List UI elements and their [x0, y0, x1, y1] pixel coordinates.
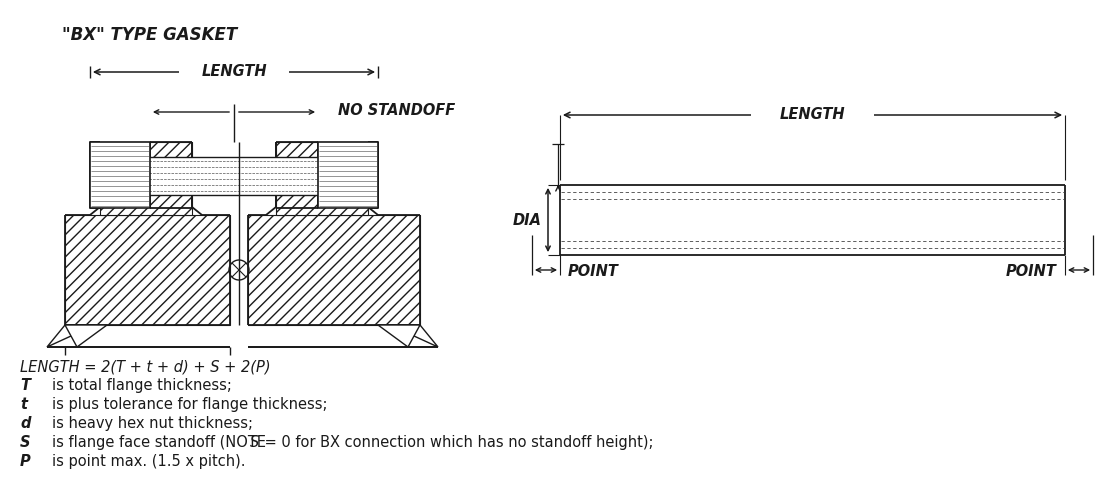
Bar: [90, 142, 150, 208]
Text: S: S: [20, 435, 31, 450]
Text: t: t: [20, 397, 28, 412]
Bar: [100, 142, 192, 215]
Bar: [65, 215, 230, 325]
Text: is heavy hex nut thickness;: is heavy hex nut thickness;: [52, 416, 253, 431]
Polygon shape: [65, 325, 107, 347]
Text: = 0 for BX connection which has no standoff height);: = 0 for BX connection which has no stand…: [260, 435, 654, 450]
Text: is plus tolerance for flange thickness;: is plus tolerance for flange thickness;: [52, 397, 327, 412]
Text: d: d: [20, 416, 31, 431]
Text: is point max. (1.5 x pitch).: is point max. (1.5 x pitch).: [52, 454, 246, 469]
Text: is total flange thickness;: is total flange thickness;: [52, 378, 232, 393]
Bar: [248, 215, 419, 325]
Polygon shape: [47, 325, 95, 347]
Text: POINT: POINT: [1006, 264, 1057, 279]
Text: NO STANDOFF: NO STANDOFF: [338, 103, 455, 118]
Bar: [318, 142, 378, 208]
Polygon shape: [378, 325, 419, 347]
Bar: [276, 142, 368, 215]
Polygon shape: [390, 325, 438, 347]
Text: LENGTH: LENGTH: [201, 63, 266, 78]
Text: "BX" TYPE GASKET: "BX" TYPE GASKET: [62, 26, 237, 44]
Text: P: P: [20, 454, 31, 469]
Text: S: S: [250, 435, 259, 450]
Text: POINT: POINT: [568, 264, 619, 279]
Text: is flange face standoff (NOTE: is flange face standoff (NOTE: [52, 435, 275, 450]
Text: LENGTH = 2(T + t + d) + S + 2(P): LENGTH = 2(T + t + d) + S + 2(P): [20, 360, 271, 375]
Bar: [90, 157, 378, 195]
Text: LENGTH: LENGTH: [780, 107, 846, 122]
Text: DIA: DIA: [513, 212, 542, 227]
Text: T: T: [20, 378, 30, 393]
